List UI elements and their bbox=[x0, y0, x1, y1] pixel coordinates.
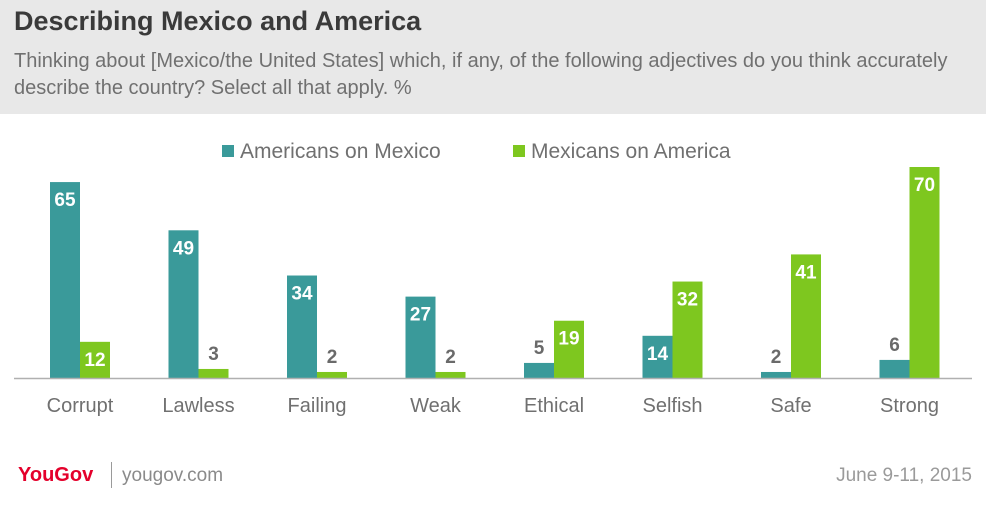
category-label-safe: Safe bbox=[770, 395, 811, 417]
data-label-weak-0: 27 bbox=[410, 305, 431, 326]
bar-weak-1 bbox=[435, 371, 466, 378]
data-label-weak-1: 2 bbox=[445, 347, 456, 368]
data-label-lawless-0: 49 bbox=[173, 238, 194, 259]
data-label-lawless-1: 3 bbox=[208, 344, 219, 365]
bar-lawless-1 bbox=[198, 368, 229, 378]
bar-strong-1 bbox=[909, 167, 940, 378]
data-label-selfish-0: 14 bbox=[647, 344, 669, 365]
data-label-ethical-0: 5 bbox=[534, 338, 545, 359]
category-label-selfish: Selfish bbox=[642, 395, 702, 417]
data-label-corrupt-1: 12 bbox=[84, 350, 105, 371]
data-label-ethical-1: 19 bbox=[558, 329, 579, 350]
yougov-logo: YouGov bbox=[18, 464, 94, 486]
bar-strong-0 bbox=[879, 359, 910, 378]
bar-chart: Americans on Mexico Mexicans on America65… bbox=[14, 140, 972, 417]
header-band: Describing Mexico and America Thinking a… bbox=[0, 0, 986, 114]
bar-ethical-1 bbox=[554, 320, 584, 378]
data-label-corrupt-0: 65 bbox=[54, 190, 76, 211]
data-label-selfish-1: 32 bbox=[677, 290, 698, 311]
bar-weak-0 bbox=[405, 296, 436, 378]
data-label-strong-1: 70 bbox=[914, 175, 935, 196]
footer-site: yougov.com bbox=[122, 465, 224, 486]
bar-corrupt-1 bbox=[80, 341, 110, 378]
data-label-safe-0: 2 bbox=[771, 347, 782, 368]
bar-selfish-1 bbox=[672, 281, 703, 378]
legend-swatch-0 bbox=[222, 145, 234, 157]
category-label-strong: Strong bbox=[880, 395, 939, 417]
category-label-lawless: Lawless bbox=[162, 395, 234, 417]
bar-failing-0 bbox=[287, 275, 317, 378]
bar-corrupt-0 bbox=[50, 182, 80, 378]
footer-divider bbox=[111, 462, 112, 488]
bar-selfish-0 bbox=[642, 335, 673, 378]
data-label-failing-0: 34 bbox=[291, 284, 313, 305]
legend-label-0: Americans on Mexico bbox=[240, 140, 441, 163]
page-subtitle: Thinking about [Mexico/the United States… bbox=[14, 50, 948, 99]
data-label-safe-1: 41 bbox=[795, 262, 817, 283]
legend-label-1: Mexicans on America bbox=[531, 140, 731, 163]
data-label-strong-0: 6 bbox=[889, 335, 900, 356]
category-label-ethical: Ethical bbox=[524, 395, 584, 417]
footer-date: June 9-11, 2015 bbox=[836, 465, 972, 486]
category-label-corrupt: Corrupt bbox=[47, 395, 114, 417]
category-label-failing: Failing bbox=[288, 395, 347, 417]
data-label-failing-1: 2 bbox=[327, 347, 338, 368]
bar-failing-1 bbox=[317, 371, 347, 378]
legend-swatch-1 bbox=[513, 145, 525, 157]
bar-safe-1 bbox=[791, 254, 821, 378]
bar-safe-0 bbox=[761, 371, 791, 378]
category-label-weak: Weak bbox=[410, 395, 462, 417]
bar-ethical-0 bbox=[524, 362, 554, 378]
page-title: Describing Mexico and America bbox=[14, 6, 422, 36]
bar-lawless-0 bbox=[168, 230, 199, 378]
